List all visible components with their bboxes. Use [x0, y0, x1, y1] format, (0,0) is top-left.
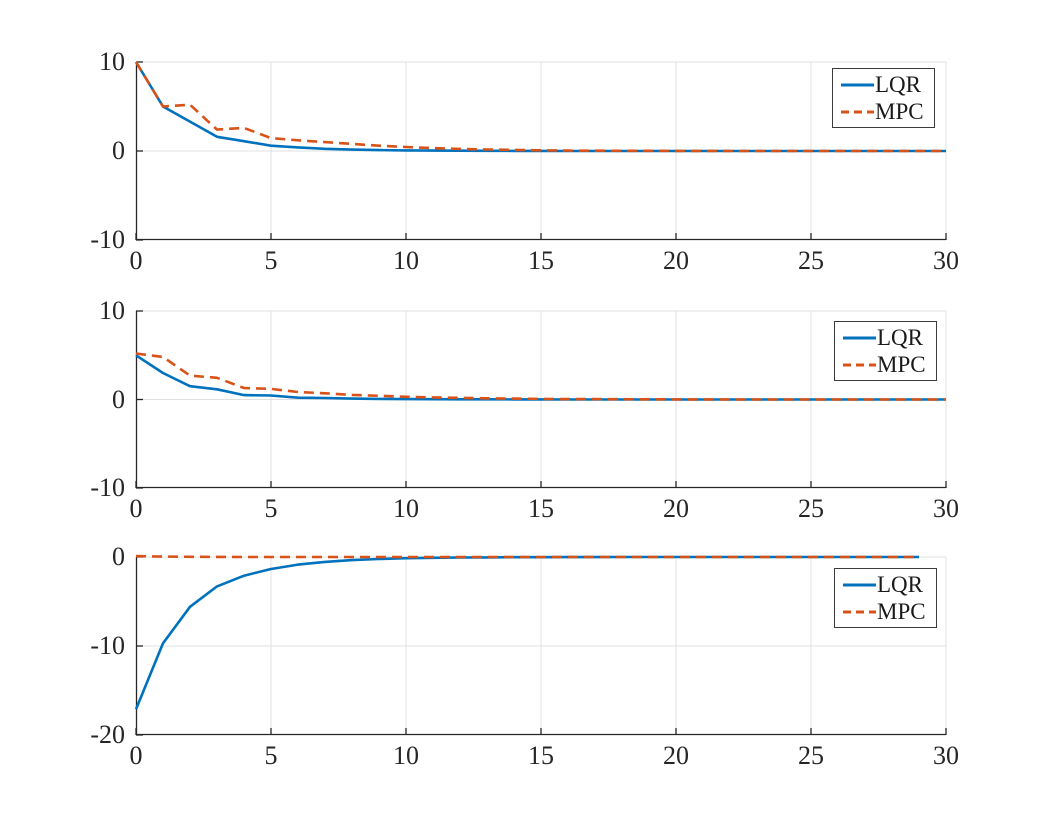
legend-label-lqr: LQR — [875, 72, 921, 97]
x-tick-label: 15 — [528, 741, 554, 770]
x-tick-label: 10 — [393, 246, 419, 275]
lqr-line-sample-icon — [843, 583, 876, 586]
subplot-3-bottom: -20 -10 0 0 5 10 15 20 25 30 LQR MPC — [90, 544, 959, 769]
plot-area — [134, 61, 947, 241]
x-tick-label: 30 — [933, 494, 959, 523]
plot-area — [135, 310, 947, 489]
plot-area — [134, 554, 947, 736]
legend-item-mpc: MPC — [842, 351, 932, 378]
lqr-line-sample-icon — [843, 336, 876, 339]
x-tick-label: 5 — [264, 494, 278, 523]
lqr-line-sample-icon — [841, 83, 874, 86]
x-tick-label: 20 — [663, 494, 689, 523]
legend-item-mpc: MPC — [840, 98, 930, 125]
x-tick-label: 5 — [264, 741, 278, 770]
x-tick-label: 10 — [393, 494, 419, 523]
y-tick-label: -20 — [90, 720, 125, 749]
y-tick-label: -10 — [90, 225, 125, 254]
x-tick-label: 30 — [933, 741, 959, 770]
subplot-1-top: -10 0 10 0 5 10 15 20 25 30 LQR MPC — [90, 49, 959, 274]
legend[interactable]: LQR MPC — [834, 568, 937, 628]
legend-label-lqr: LQR — [877, 572, 923, 597]
x-tick-label: 25 — [798, 494, 824, 523]
x-tick-label: 25 — [798, 246, 824, 275]
legend-label-mpc: MPC — [875, 99, 924, 124]
x-tick-label: 20 — [663, 246, 689, 275]
x-tick-label: 15 — [528, 494, 554, 523]
mpc-line-sample-icon — [843, 363, 876, 366]
x-tick-label: 30 — [933, 246, 959, 275]
x-tick-label: 25 — [798, 741, 824, 770]
subplot-2-middle: -10 0 10 0 5 10 15 20 25 30 LQR MPC — [90, 298, 959, 522]
y-tick-label: -10 — [90, 631, 125, 660]
x-tick-label: 20 — [663, 741, 689, 770]
y-tick-label: 0 — [112, 136, 125, 165]
x-tick-label: 0 — [129, 494, 143, 523]
y-tick-label: 0 — [112, 542, 125, 571]
legend-item-mpc: MPC — [842, 598, 932, 625]
y-tick-label: 10 — [99, 47, 125, 76]
x-tick-label: 10 — [393, 741, 419, 770]
y-tick-label: 0 — [112, 384, 125, 414]
mpc-line-sample-icon — [843, 610, 876, 613]
legend-label-lqr: LQR — [877, 325, 923, 350]
legend-item-lqr: LQR — [840, 71, 930, 98]
x-tick-label: 15 — [528, 246, 554, 275]
legend[interactable]: LQR MPC — [832, 68, 935, 128]
x-tick-label: 0 — [129, 246, 143, 275]
legend[interactable]: LQR MPC — [834, 321, 937, 381]
y-tick-label: -10 — [90, 473, 125, 502]
legend-item-lqr: LQR — [842, 571, 932, 598]
y-tick-label: 10 — [99, 296, 125, 325]
x-tick-label: 0 — [129, 741, 143, 770]
legend-label-mpc: MPC — [877, 599, 926, 624]
legend-label-mpc: MPC — [877, 352, 926, 377]
legend-item-lqr: LQR — [842, 324, 932, 351]
mpc-line-sample-icon — [841, 110, 874, 113]
x-tick-label: 5 — [264, 246, 278, 275]
